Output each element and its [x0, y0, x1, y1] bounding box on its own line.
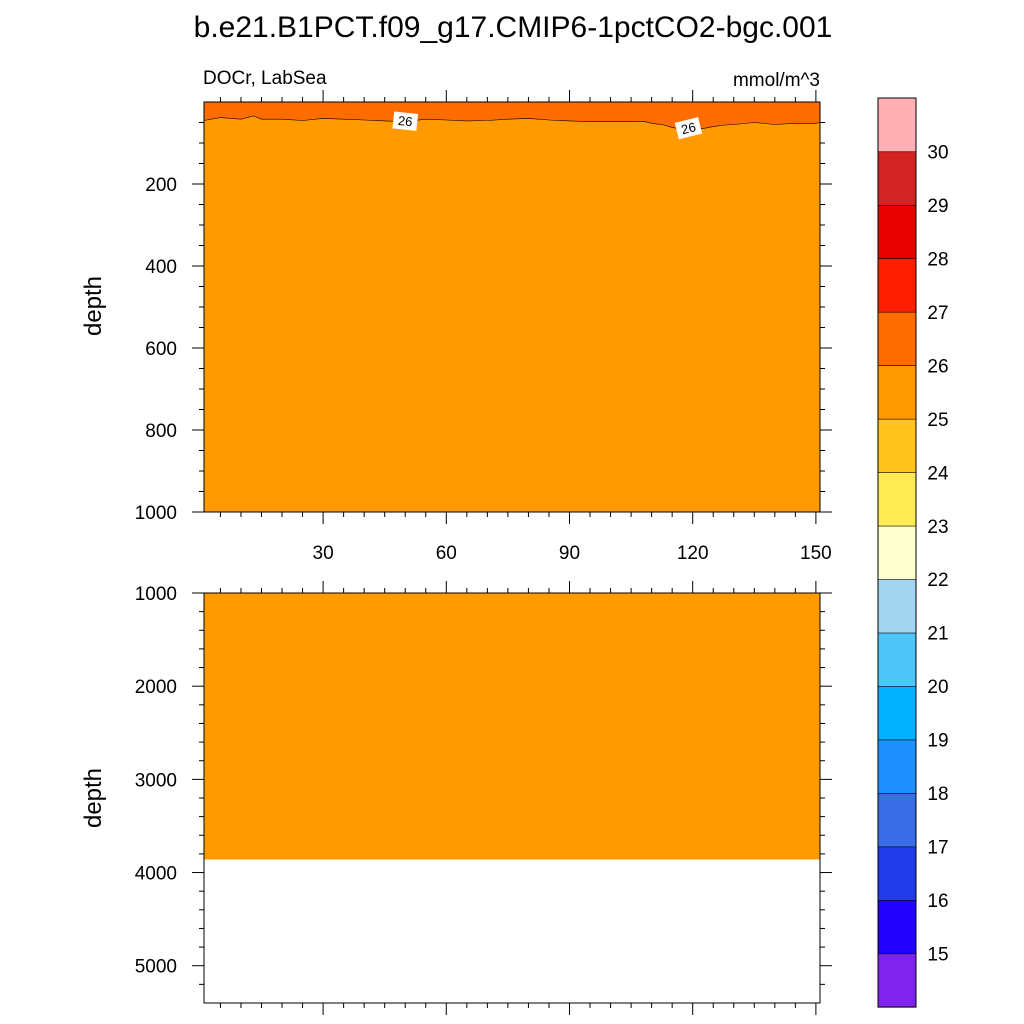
- colorbar-label-9: 24: [927, 463, 949, 484]
- colorbar-box-7: [877, 578, 917, 634]
- upper-y-tick-label-1: 400: [145, 257, 177, 278]
- upper-x-tick-label-1: 60: [436, 543, 457, 564]
- colorbar-box-8: [877, 525, 917, 580]
- colorbar-label-0: 15: [927, 945, 948, 966]
- lower-y-axis-label: depth: [80, 768, 107, 828]
- upper-contour-26-line: [203, 115, 821, 131]
- colorbar-label-13: 28: [927, 249, 948, 270]
- upper-ticks: [192, 90, 832, 524]
- upper-y-axis-label: depth: [80, 276, 107, 336]
- colorbar-box-15: [877, 151, 917, 206]
- colorbar-label-1: 16: [927, 891, 948, 912]
- lower-field-fill: [204, 593, 820, 860]
- colorbar-box-1: [877, 899, 917, 955]
- colorbar-box-6: [877, 632, 917, 687]
- upper-x-tick-label-4: 150: [800, 543, 832, 564]
- colorbar-label-3: 18: [927, 784, 948, 805]
- upper-y-tick-label-3: 800: [145, 421, 177, 442]
- colorbar-box-9: [877, 471, 917, 527]
- colorbar-box-14: [877, 204, 917, 260]
- contour-label-text-0: 26: [397, 113, 413, 129]
- contour-label-0: 26: [392, 111, 419, 131]
- colorbar-box-3: [877, 792, 917, 848]
- colorbar-label-15: 30: [927, 143, 948, 164]
- upper-field-background: [204, 102, 820, 512]
- colorbar-label-12: 27: [927, 303, 948, 324]
- colorbar-label-7: 22: [927, 570, 948, 591]
- upper-contour-labels: 26 26: [392, 111, 703, 140]
- colorbar: 15 16 17 18 19 20 21 22 23 24 25 26 27 28 29 30: [877, 97, 949, 1008]
- colorbar-box-2: [877, 846, 917, 901]
- colorbar-box-10: [877, 418, 917, 473]
- units-label: mmol/m^3: [733, 70, 820, 91]
- colorbar-label-5: 20: [927, 677, 948, 698]
- colorbar-box-0: [877, 953, 917, 1008]
- lower-y-tick-labels: 1000 2000 3000 4000 5000: [135, 584, 177, 978]
- chart-title: b.e21.B1PCT.f09_g17.CMIP6-1pctCO2-bgc.00…: [194, 11, 833, 44]
- colorbar-box-12: [877, 311, 917, 366]
- lower-y-tick-label-1: 2000: [135, 677, 177, 698]
- colorbar-label-2: 17: [927, 838, 948, 859]
- upper-y-tick-labels: 200 400 600 800 1000: [135, 175, 177, 524]
- upper-x-tick-label-2: 90: [559, 543, 580, 564]
- lower-y-tick-label-0: 1000: [135, 584, 177, 605]
- variable-region-label: DOCr, LabSea: [203, 68, 327, 89]
- colorbar-box-13: [877, 258, 917, 313]
- upper-y-tick-label-4: 1000: [135, 503, 177, 524]
- colorbar-frame: [877, 97, 917, 1008]
- colorbar-label-8: 23: [927, 517, 948, 538]
- upper-x-tick-label-3: 120: [677, 543, 709, 564]
- colorbar-label-4: 19: [927, 731, 948, 752]
- contour-label-box-1: [674, 117, 703, 140]
- colorbar-label-11: 26: [927, 356, 948, 377]
- upper-surface-band: [204, 102, 820, 130]
- upper-y-tick-label-2: 600: [145, 339, 177, 360]
- upper-x-tick-label-0: 30: [313, 543, 334, 564]
- contour-label-1: 26: [674, 117, 703, 140]
- colorbar-box-16: [877, 97, 917, 153]
- lower-y-tick-label-4: 5000: [135, 957, 177, 978]
- colorbar-label-6: 21: [927, 624, 948, 645]
- lower-y-tick-label-2: 3000: [135, 770, 177, 791]
- upper-y-tick-label-0: 200: [145, 175, 177, 196]
- lower-panel: 1000 2000 3000 4000 5000 depth: [80, 581, 832, 1015]
- lower-ticks: [192, 581, 832, 1015]
- colorbar-label-14: 29: [927, 196, 948, 217]
- contour-label-box-0: [392, 111, 419, 131]
- colorbar-box-4: [877, 739, 917, 794]
- contour-label-text-1: 26: [680, 119, 698, 137]
- upper-x-tick-labels: 30 60 90 120 150: [313, 543, 832, 564]
- colorbar-box-11: [877, 365, 917, 420]
- upper-panel: 26 26 200 400 600 800 1000 30 60 90 120 150 depth: [80, 90, 832, 564]
- lower-y-tick-label-3: 4000: [135, 864, 177, 885]
- colorbar-box-5: [877, 685, 917, 741]
- colorbar-label-10: 25: [927, 410, 948, 431]
